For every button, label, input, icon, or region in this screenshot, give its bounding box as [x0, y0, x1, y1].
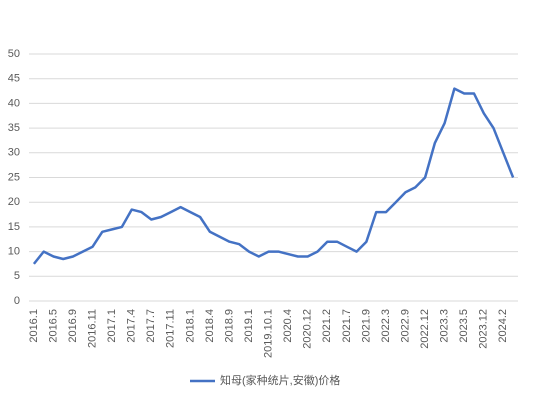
x-tick-label: 2016.9: [67, 309, 79, 343]
legend-label: 知母(家种统片,安徽)价格: [220, 373, 340, 387]
y-tick-label: 5: [14, 270, 20, 282]
y-tick-label: 25: [8, 171, 20, 183]
x-tick-label: 2022.9: [399, 309, 411, 343]
x-tick-label: 2018.4: [204, 309, 216, 343]
x-tick-label: 2018.9: [223, 309, 235, 343]
x-tick-label: 2022.3: [380, 309, 392, 343]
x-tick-label: 2021.2: [321, 309, 333, 343]
x-tick-label: 2017.11: [165, 309, 177, 348]
y-tick-label: 50: [8, 48, 20, 60]
x-tick-label: 2021.9: [360, 309, 372, 343]
y-tick-label: 20: [8, 196, 20, 208]
y-tick-label: 0: [14, 295, 20, 307]
x-tick-label: 2023.5: [458, 309, 470, 343]
x-tick-label: 2023.3: [439, 309, 451, 343]
y-tick-label: 40: [8, 97, 20, 109]
x-tick-label: 2022.12: [419, 309, 431, 349]
x-tick-label: 2016.5: [47, 309, 59, 343]
x-tick-label: 2017.4: [126, 309, 138, 343]
y-tick-label: 45: [8, 73, 20, 85]
x-tick-label: 2016.11: [86, 309, 98, 348]
x-tick-label: 2017.7: [145, 309, 157, 343]
y-tick-label: 35: [8, 122, 20, 134]
x-tick-label: 2019.10.1: [263, 309, 275, 358]
y-tick-label: 30: [8, 147, 20, 159]
x-tick-label: 2016.1: [28, 309, 40, 343]
x-tick-label: 2017.1: [106, 309, 118, 343]
x-tick-label: 2020.4: [282, 309, 294, 343]
series-line: [32, 87, 515, 265]
x-tick-label: 2020.12: [302, 309, 314, 349]
x-tick-label: 2023.12: [478, 309, 490, 349]
x-tick-label: 2021.7: [341, 309, 353, 343]
y-tick-label: 10: [8, 246, 20, 258]
x-tick-label: 2019.1: [243, 309, 255, 343]
y-tick-label: 15: [8, 221, 20, 233]
x-tick-label: 2024.2: [497, 309, 509, 343]
x-tick-label: 2018.1: [184, 309, 196, 343]
